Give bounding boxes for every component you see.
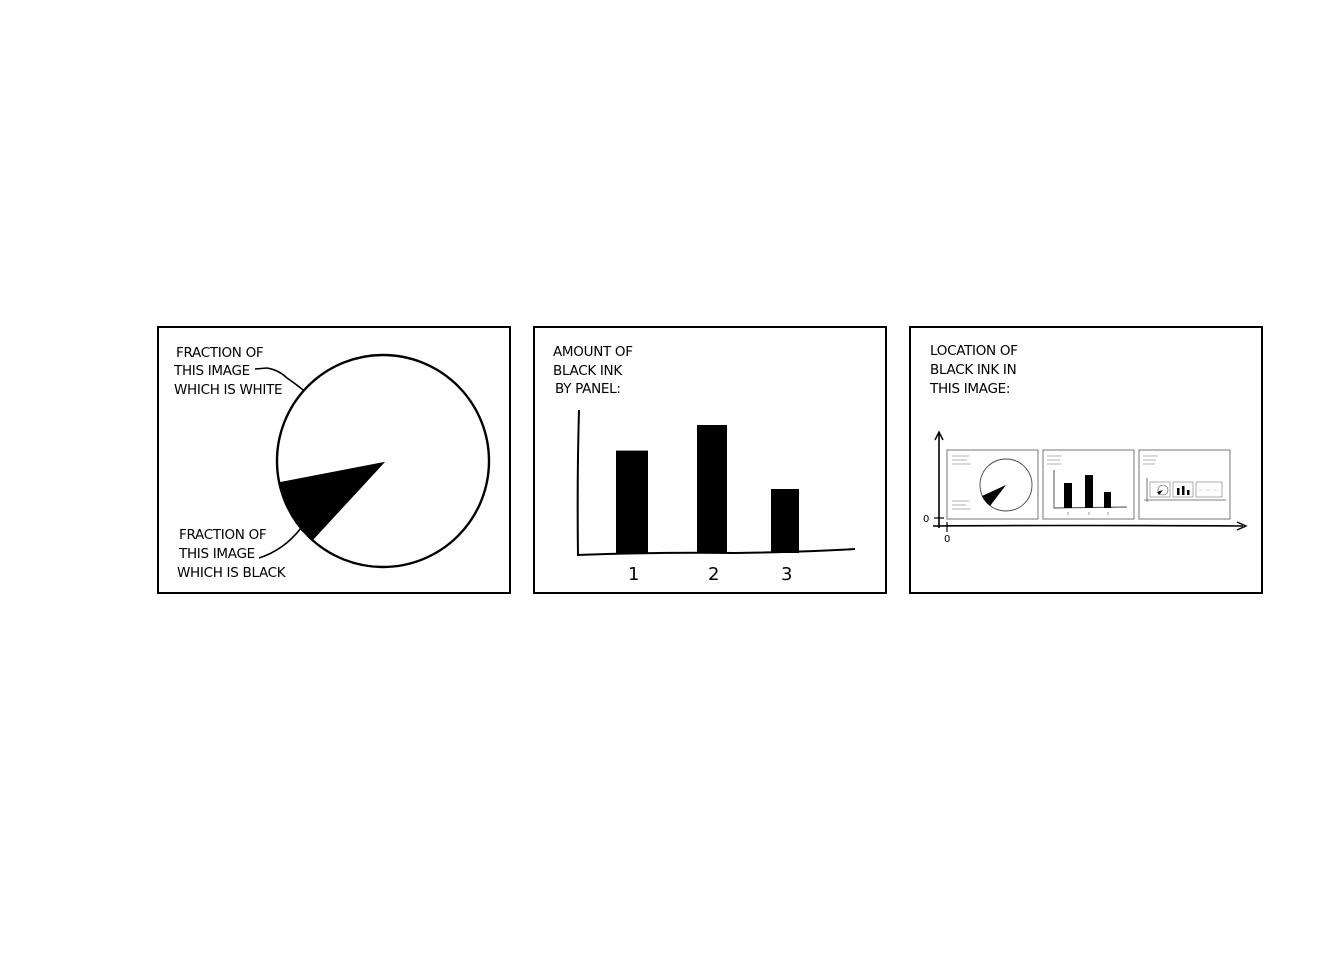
location-title-line-1: LOCATION OF — [930, 343, 1018, 359]
bar-chart-title: AMOUNT OF BLACK INK BY PANEL: — [553, 344, 633, 397]
mini-mini-bar-3 — [1187, 490, 1190, 495]
bar-tick-label-2: 2 — [708, 564, 719, 585]
mini-mini-bar-2 — [1182, 486, 1185, 495]
black-label-line-2: THIS IMAGE — [178, 546, 255, 562]
bar-title-line-3: BY PANEL: — [555, 381, 621, 397]
location-x-axis — [932, 524, 1244, 527]
bar-2 — [697, 425, 727, 553]
bar-3 — [771, 489, 799, 553]
black-label-line-3: WHICH IS BLACK — [177, 565, 287, 581]
mini-pie-text-top — [952, 455, 971, 465]
mini-bar-1 — [1064, 483, 1072, 508]
location-x-origin-label: 0 — [944, 534, 950, 545]
bar-title-line-1: AMOUNT OF — [553, 344, 633, 360]
bar-x-axis — [576, 548, 856, 556]
bar-chart: AMOUNT OF BLACK INK BY PANEL: 1 2 3 — [553, 344, 856, 585]
location-y-origin-label: 0 — [923, 514, 929, 525]
mini-mini-pie-slice — [1157, 490, 1163, 495]
mini-panel-bar — [1042, 449, 1135, 520]
mini-bar-2 — [1085, 475, 1093, 508]
pie-white-label: FRACTION OF THIS IMAGE WHICH IS WHITE — [173, 345, 283, 398]
mini-bar-ticks — [1067, 512, 1109, 515]
mini-bar-text — [1047, 455, 1062, 465]
bar-tick-label-1: 1 — [628, 564, 639, 585]
location-title-line-2: BLACK INK IN — [930, 362, 1016, 378]
mini-mini-bar-1 — [1177, 488, 1180, 495]
pie-chart: FRACTION OF THIS IMAGE WHICH IS WHITE FR… — [173, 345, 491, 581]
bar-y-axis — [576, 409, 580, 557]
mini-panel-pie — [946, 449, 1039, 520]
panel-location: LOCATION OF BLACK INK IN THIS IMAGE: 0 0 — [909, 326, 1263, 594]
white-label-line-2: THIS IMAGE — [173, 363, 250, 379]
mini-location-axes — [1144, 478, 1226, 502]
black-label-leader — [258, 517, 308, 559]
mini-bar-3 — [1104, 492, 1111, 508]
bar-1 — [616, 450, 648, 553]
location-chart: LOCATION OF BLACK INK IN THIS IMAGE: 0 0 — [923, 343, 1248, 545]
bar-tick-labels: 1 2 3 — [628, 564, 792, 585]
panel-bar: AMOUNT OF BLACK INK BY PANEL: 1 2 3 — [533, 326, 887, 594]
bar-tick-label-3: 3 — [781, 564, 792, 585]
panel-pie: FRACTION OF THIS IMAGE WHICH IS WHITE FR… — [157, 326, 511, 594]
mini-pie-black-slice — [982, 485, 1006, 506]
location-title: LOCATION OF BLACK INK IN THIS IMAGE: — [929, 343, 1018, 397]
mini-mini-location — [1195, 481, 1223, 498]
bar-title-line-2: BLACK INK — [553, 363, 623, 379]
white-label-line-1: FRACTION OF — [176, 345, 263, 361]
mini-pie-text-bottom — [952, 500, 971, 510]
mini-location-text — [1143, 455, 1158, 465]
location-title-line-3: THIS IMAGE: — [929, 381, 1010, 397]
mini-bar-axes — [1053, 470, 1128, 509]
location-y-arrow — [934, 430, 944, 441]
location-x-arrow — [1236, 521, 1248, 531]
white-label-line-3: WHICH IS WHITE — [174, 382, 282, 398]
black-label-line-1: FRACTION OF — [179, 527, 266, 543]
bars — [616, 425, 799, 553]
mini-panel-location — [1138, 449, 1231, 520]
pie-slices — [275, 353, 491, 569]
pie-black-label: FRACTION OF THIS IMAGE WHICH IS BLACK — [177, 527, 287, 581]
